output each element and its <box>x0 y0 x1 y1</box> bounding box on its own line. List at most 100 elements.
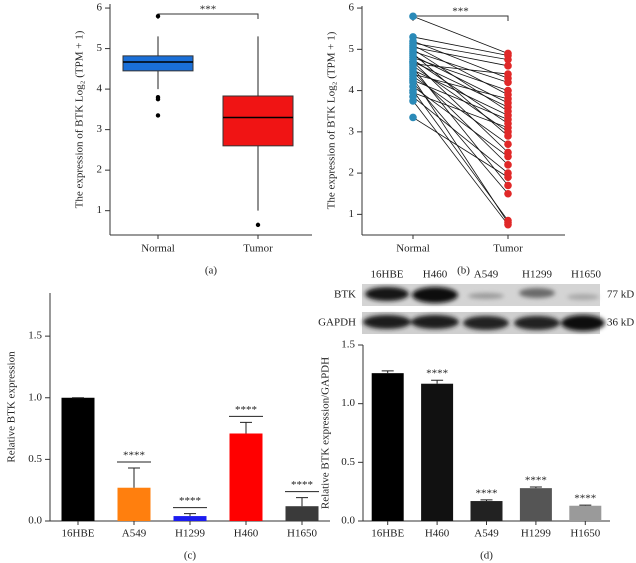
pair-line <box>412 90 509 221</box>
bar <box>371 373 404 521</box>
point <box>504 181 512 190</box>
error-bar <box>579 504 592 506</box>
y-tick-label: 1.0 <box>341 397 355 409</box>
y-tick-label: 0.5 <box>28 453 42 465</box>
pair-line <box>412 79 509 120</box>
y-tick-label: 1.0 <box>28 391 42 403</box>
y-tick-label: 1.5 <box>341 339 355 351</box>
box <box>122 55 194 72</box>
y-tick-label: 0.0 <box>28 515 42 527</box>
blot-band <box>411 315 459 329</box>
pair-line <box>412 82 509 194</box>
row-label: GAPDH <box>318 317 356 329</box>
y-tick-label: 3 <box>349 125 355 137</box>
x-tick-label: 16HBE <box>371 528 404 540</box>
pair-line <box>412 51 509 83</box>
x-tick-label: Tumor <box>493 243 523 255</box>
y-tick-label: 1.5 <box>28 330 42 342</box>
annotation: **** <box>574 493 596 505</box>
x-tick-label: Normal <box>141 243 175 255</box>
panel-caption: (d) <box>480 550 493 562</box>
annotation: **** <box>426 368 448 380</box>
point <box>504 62 512 70</box>
pair-line <box>412 57 509 91</box>
significance-label: *** <box>200 4 217 16</box>
x-tick-label: 16HBE <box>62 528 95 540</box>
outlier <box>255 222 261 228</box>
x-tick-label: Normal <box>396 243 430 255</box>
lane-label: A549 <box>474 269 499 281</box>
y-tick-label: 0.5 <box>341 456 355 468</box>
y-tick-label: 1 <box>349 208 355 220</box>
y-axis-label: Relative BTK expression <box>6 351 18 463</box>
error-bar <box>480 499 493 502</box>
pair-line <box>412 65 509 133</box>
bar <box>470 501 503 521</box>
y-tick-label: 2 <box>97 164 103 176</box>
outlier <box>155 13 161 19</box>
point <box>504 161 512 169</box>
point <box>409 97 417 105</box>
annotation: **** <box>476 487 498 499</box>
error-bar <box>296 497 308 507</box>
bar <box>61 397 95 521</box>
error-bar <box>529 486 542 489</box>
point <box>504 55 512 64</box>
bar <box>421 383 454 521</box>
significance-label: *** <box>452 6 469 18</box>
x-tick-label: H1650 <box>287 528 317 540</box>
x-tick-label: H460 <box>425 528 450 540</box>
error-bar <box>240 421 252 434</box>
blot-band <box>412 287 458 303</box>
x-tick-label: H1650 <box>570 528 600 540</box>
y-tick-label: 5 <box>349 43 355 55</box>
error-bar <box>431 379 444 384</box>
point <box>504 95 512 103</box>
annotation: **** <box>179 495 201 507</box>
y-tick-label: 3 <box>97 123 103 135</box>
bar <box>285 506 319 521</box>
pair-line <box>412 48 509 112</box>
point <box>504 152 512 161</box>
outlier <box>155 113 161 118</box>
pair-line <box>412 42 509 61</box>
error-bar <box>128 467 140 488</box>
y-axis-label: The expression of BTK Log₂ (TPM + 1) <box>326 31 338 209</box>
pair-line <box>412 92 509 129</box>
y-tick-label: 6 <box>97 2 103 14</box>
point <box>504 140 512 149</box>
point <box>504 173 512 182</box>
point <box>409 113 417 122</box>
x-tick-label: H1299 <box>175 528 205 540</box>
pair-line <box>412 96 509 174</box>
point <box>409 12 417 21</box>
band-size: 77 kD <box>607 289 634 301</box>
point <box>504 189 512 198</box>
point <box>504 78 512 87</box>
y-tick-label: 0.0 <box>341 515 355 527</box>
blot-band <box>463 316 509 330</box>
x-tick-label: Tumor <box>243 243 273 255</box>
point <box>504 103 512 111</box>
blot-band <box>561 315 605 331</box>
pair-line <box>412 117 509 178</box>
lane-label: H1299 <box>522 269 552 281</box>
pair-line <box>412 36 509 56</box>
panel-caption: (c) <box>184 550 197 562</box>
row-label: BTK <box>334 289 356 301</box>
lane-label: H460 <box>423 269 448 281</box>
pair-line <box>412 44 509 96</box>
pair-line <box>412 63 509 75</box>
annotation: **** <box>291 479 313 491</box>
pair-line <box>412 100 509 225</box>
pair-line <box>412 46 509 67</box>
point <box>504 70 512 78</box>
pair-line <box>412 61 509 108</box>
pair-line <box>412 73 509 100</box>
x-tick-label: H1299 <box>521 528 551 540</box>
western-blot <box>362 284 605 334</box>
annotation: **** <box>123 450 145 462</box>
lane-label: 16HBE <box>371 269 404 281</box>
y-axis-label: The expression of BTK Log₂ (TPM + 1) <box>74 30 86 208</box>
